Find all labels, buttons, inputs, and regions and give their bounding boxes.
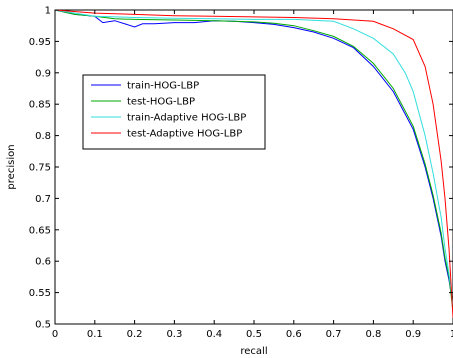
y-tick-label: 0.7 xyxy=(35,194,51,205)
y-tick-label: 0.95 xyxy=(29,37,51,48)
tick-layer: 0 0.1 0.2 0.3 0.4 0.5 0.6 0.7 0.8 0.9 1 0.5 0.55 0.6 0… xyxy=(29,6,453,340)
x-tick-label: 0.9 xyxy=(405,329,421,340)
y-tick-label: 0.75 xyxy=(29,163,51,174)
x-tick-label: 0.3 xyxy=(166,329,182,340)
legend-label-4: test-Adaptive HOG-LBP xyxy=(127,129,242,140)
y-tick-label: 0.9 xyxy=(35,68,51,79)
y-tick-label: 0.85 xyxy=(29,100,51,111)
x-tick-label: 0.1 xyxy=(87,329,103,340)
y-axis-title: precision xyxy=(6,144,17,189)
legend-box xyxy=(82,74,266,150)
x-tick-label: 0.8 xyxy=(365,329,381,340)
y-tick-label: 0.5 xyxy=(35,320,51,331)
plot-area xyxy=(54,9,453,325)
series-line-3 xyxy=(54,9,453,306)
x-axis-title: recall xyxy=(240,346,267,357)
x-tick-label: 0 xyxy=(52,329,58,340)
legend-label-3: train-Adaptive HOG-LBP xyxy=(127,113,246,124)
x-tick-label: 0.7 xyxy=(326,329,342,340)
series-line-4 xyxy=(54,9,453,318)
series-line-2 xyxy=(54,9,453,312)
y-tick-label: 1 xyxy=(45,6,51,17)
x-tick-label: 1 xyxy=(450,329,453,340)
x-tick-label: 0.2 xyxy=(127,329,143,340)
legend: train-HOG-LBP test-HOG-LBP train-Adaptive … xyxy=(82,74,266,150)
y-tick-label: 0.8 xyxy=(35,131,51,142)
x-tick-label: 0.6 xyxy=(286,329,302,340)
y-tick-label: 0.6 xyxy=(35,257,51,268)
x-tick-label: 0.4 xyxy=(206,329,222,340)
series-layer xyxy=(54,9,453,318)
y-tick-label: 0.65 xyxy=(29,225,51,236)
x-tick-label: 0.5 xyxy=(246,329,262,340)
legend-label-1: train-HOG-LBP xyxy=(127,81,199,92)
y-tick-label: 0.55 xyxy=(29,288,51,299)
series-line-1 xyxy=(54,9,453,306)
legend-label-2: test-HOG-LBP xyxy=(127,97,195,108)
